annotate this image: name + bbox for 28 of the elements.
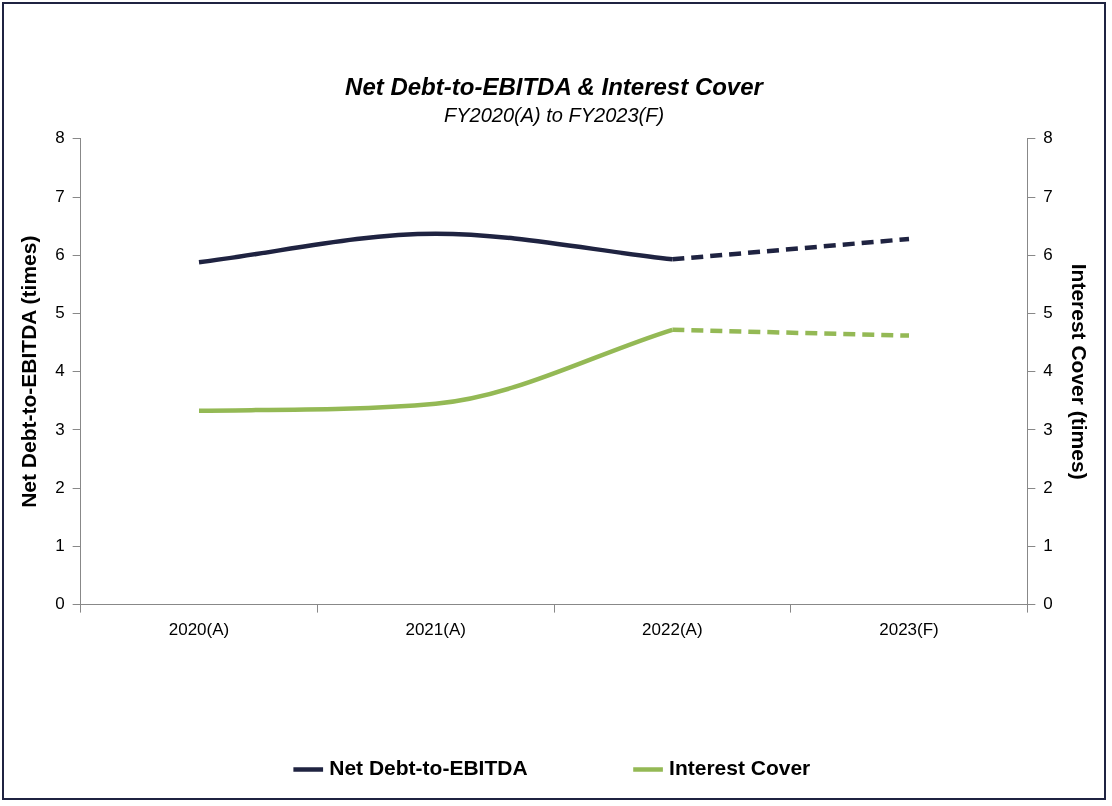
y-tick-label: 6 — [55, 244, 65, 264]
y-tick-label: 2 — [55, 477, 65, 497]
y2-tick-label: 8 — [1043, 128, 1053, 148]
y-tick-label: 8 — [55, 128, 65, 148]
legend-label: Net Debt-to-EBITDA — [329, 756, 528, 780]
legend-label: Interest Cover — [669, 756, 811, 780]
y-tick-label: 5 — [55, 303, 65, 323]
x-tick-label: 2020(A) — [168, 620, 230, 640]
y-tick-label: 4 — [55, 361, 65, 381]
y2-tick-label: 6 — [1043, 244, 1053, 264]
chart-title: Net Debt-to-EBITDA & Interest Cover — [345, 73, 765, 101]
y-tick-label: 0 — [55, 594, 65, 614]
x-tick-label: 2023(F) — [879, 620, 939, 640]
x-tick-label: 2022(A) — [642, 620, 703, 640]
y-tick-label: 7 — [55, 186, 65, 206]
y2-tick-label: 4 — [1043, 361, 1053, 381]
y2-axis-title: Interest Cover (times) — [1067, 263, 1091, 480]
chart-subtitle: FY2020(A) to FY2023(F) — [443, 104, 665, 127]
y2-tick-label: 1 — [1043, 536, 1053, 556]
y2-tick-label: 0 — [1043, 594, 1053, 614]
y2-tick-label: 3 — [1043, 419, 1053, 439]
x-tick-label: 2021(A) — [405, 620, 466, 640]
y2-tick-label: 7 — [1043, 186, 1053, 206]
y-tick-label: 3 — [55, 419, 65, 439]
y-tick-label: 1 — [55, 536, 65, 556]
y2-tick-label: 5 — [1043, 303, 1053, 323]
y-axis-title: Net Debt-to-EBITDA (times) — [17, 235, 41, 508]
y2-tick-label: 2 — [1043, 477, 1053, 497]
